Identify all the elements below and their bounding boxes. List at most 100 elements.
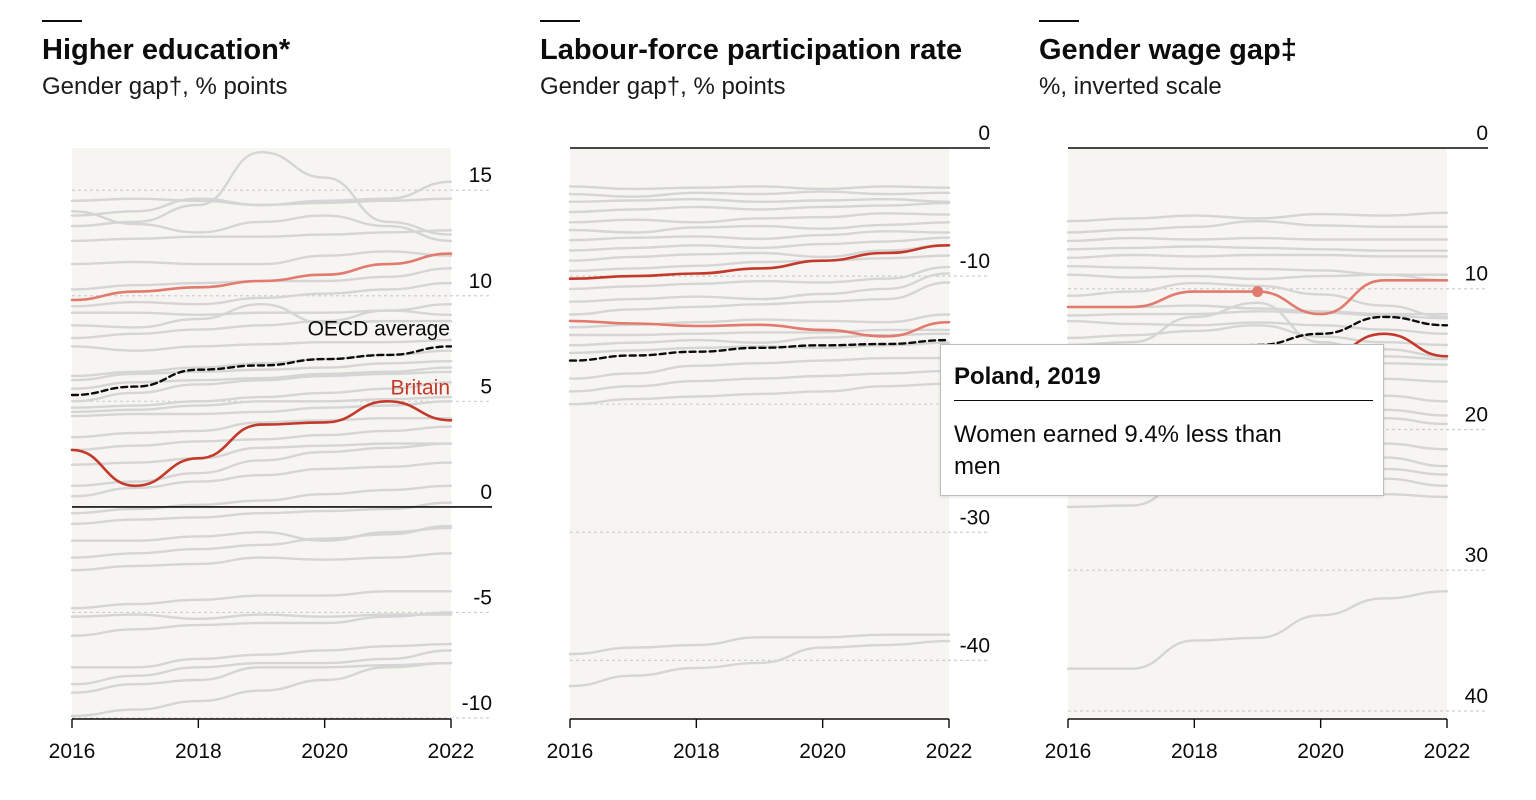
title-rule bbox=[1039, 20, 1079, 22]
title-rule bbox=[540, 20, 580, 22]
country-line bbox=[70, 150, 453, 236]
country-line bbox=[70, 250, 453, 266]
x-tick-label: 2016 bbox=[1045, 740, 1092, 763]
country-line bbox=[70, 229, 453, 243]
oecd-average-line bbox=[568, 338, 951, 362]
country-line bbox=[70, 381, 453, 409]
country-line bbox=[70, 303, 453, 340]
country-line bbox=[1066, 253, 1449, 259]
country-line bbox=[70, 370, 453, 403]
country-line bbox=[568, 201, 951, 214]
y-tick-label: 10 bbox=[469, 270, 492, 293]
country-line bbox=[568, 369, 951, 393]
y-tick-label: 0 bbox=[480, 481, 492, 504]
y-tick-label: -5 bbox=[473, 586, 492, 609]
country-line bbox=[70, 395, 453, 414]
country-line bbox=[1066, 236, 1449, 243]
country-line bbox=[1066, 310, 1449, 320]
country-line bbox=[1066, 245, 1449, 252]
country-line bbox=[70, 338, 453, 352]
y-tick-label: 5 bbox=[480, 375, 492, 398]
country-line bbox=[70, 425, 453, 452]
country-line bbox=[70, 461, 453, 498]
country-line bbox=[568, 212, 951, 224]
y-tick-label: -10 bbox=[462, 692, 492, 715]
y-tick-label: 20 bbox=[1465, 403, 1488, 426]
tooltip-body: Women earned 9.4% less than men bbox=[954, 421, 1282, 480]
y-tick-label: 30 bbox=[1465, 544, 1488, 567]
x-tick-label: 2022 bbox=[428, 740, 475, 763]
country-line bbox=[70, 180, 453, 217]
country-line bbox=[1066, 324, 1449, 347]
country-line bbox=[70, 590, 453, 610]
tooltip-divider bbox=[954, 400, 1373, 401]
secondary-highlight-line bbox=[70, 252, 453, 302]
oecd-average-line bbox=[70, 345, 453, 397]
country-line bbox=[568, 185, 951, 191]
x-tick-label: 2018 bbox=[1171, 740, 1218, 763]
country-line bbox=[568, 341, 951, 355]
country-line bbox=[70, 524, 453, 559]
country-line bbox=[568, 230, 951, 242]
y-tick-label: 0 bbox=[1476, 122, 1488, 145]
country-line bbox=[70, 661, 453, 694]
country-line bbox=[70, 611, 453, 637]
country-line bbox=[568, 244, 951, 262]
x-tick-label: 2020 bbox=[301, 740, 348, 763]
y-tick-label: 15 bbox=[469, 164, 492, 187]
x-tick-label: 2020 bbox=[1297, 740, 1344, 763]
country-line bbox=[70, 442, 453, 487]
title-rule bbox=[42, 20, 82, 22]
country-line bbox=[1066, 211, 1449, 223]
country-line bbox=[568, 221, 951, 234]
panel-labour-force: Labour-force participation rate Gender g… bbox=[540, 20, 990, 763]
y-tick-label: 40 bbox=[1465, 685, 1488, 708]
y-tick-label: 0 bbox=[978, 122, 990, 145]
hover-tooltip: Poland, 2019 Women earned 9.4% less than… bbox=[940, 344, 1384, 496]
country-line bbox=[568, 272, 951, 303]
country-line bbox=[70, 416, 453, 439]
country-line bbox=[70, 360, 453, 382]
country-line bbox=[70, 442, 453, 466]
x-tick-label: 2016 bbox=[547, 740, 594, 763]
country-line bbox=[568, 633, 951, 656]
secondary-highlight-line bbox=[568, 319, 951, 338]
country-line bbox=[70, 642, 453, 669]
plot-area: 15 10 5 0 -5 -10 OECD average Britain 2016 2018 20… bbox=[49, 148, 492, 763]
country-line bbox=[568, 265, 951, 291]
country-line bbox=[568, 197, 951, 204]
y-tick-label: -40 bbox=[960, 634, 990, 657]
country-line bbox=[568, 328, 951, 337]
y-tick-label: 10 bbox=[1465, 263, 1488, 286]
country-line bbox=[70, 281, 453, 308]
highlight-line bbox=[70, 399, 453, 488]
y-tick-label: -30 bbox=[960, 506, 990, 529]
hover-point bbox=[1252, 286, 1263, 298]
country-line bbox=[70, 210, 453, 243]
country-line bbox=[70, 400, 453, 418]
country-line bbox=[568, 356, 951, 380]
country-line bbox=[70, 649, 453, 686]
x-tick-label: 2016 bbox=[49, 740, 96, 763]
country-line bbox=[1066, 281, 1449, 319]
x-tick-label: 2020 bbox=[799, 740, 846, 763]
plot-background bbox=[570, 148, 949, 718]
x-tick-label: 2022 bbox=[1424, 740, 1471, 763]
country-line bbox=[1066, 273, 1449, 281]
country-line bbox=[70, 526, 453, 542]
country-line bbox=[70, 501, 453, 525]
tooltip-title: Poland, 2019 bbox=[954, 363, 1101, 390]
country-line bbox=[568, 190, 951, 198]
oecd-average-label: OECD average bbox=[308, 317, 450, 340]
country-line bbox=[1066, 319, 1449, 335]
panel-title: Gender wage gap‡ bbox=[1039, 34, 1297, 66]
panel-higher-education: Higher education* Gender gap†, % points … bbox=[42, 20, 492, 763]
panel-title: Higher education* bbox=[42, 34, 291, 66]
country-line bbox=[70, 552, 453, 572]
britain-label: Britain bbox=[390, 376, 450, 399]
country-line bbox=[568, 281, 951, 316]
country-line bbox=[70, 366, 453, 390]
country-line bbox=[568, 236, 951, 252]
panel-subtitle: %, inverted scale bbox=[1039, 73, 1222, 100]
